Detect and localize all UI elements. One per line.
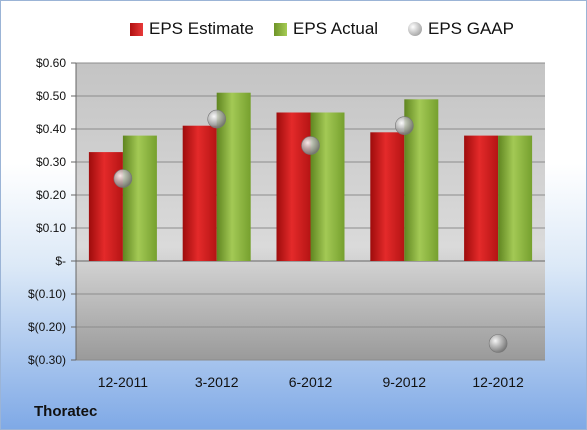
legend: EPS Estimate EPS Actual EPS GAAP	[1, 19, 586, 41]
point-eps-gaap	[488, 334, 508, 353]
y-tick-label: $(0.20)	[28, 320, 66, 334]
y-tick-label: $0.50	[36, 89, 66, 103]
bar-eps-estimate	[464, 135, 499, 261]
legend-marker-gaap	[408, 22, 422, 36]
bar-eps-estimate	[276, 112, 311, 261]
y-tick-label: $0.20	[36, 188, 66, 202]
legend-item-eps-gaap: EPS GAAP	[408, 19, 514, 39]
x-axis-ticks: 12-2011 3-2012 6-2012 9-2012 12-2012	[98, 374, 524, 390]
y-tick-label: $(0.10)	[28, 287, 66, 301]
legend-swatch-actual	[274, 22, 287, 36]
point-eps-gaap	[207, 109, 226, 129]
bar-eps-actual	[498, 135, 533, 261]
bar-eps-estimate	[370, 132, 405, 261]
legend-item-eps-estimate: EPS Estimate	[130, 19, 254, 39]
bar-eps-estimate	[182, 125, 217, 261]
legend-label-gaap: EPS GAAP	[428, 19, 514, 38]
y-tick-label: $0.60	[36, 56, 66, 70]
bar-eps-estimate	[88, 152, 123, 261]
x-tick-label: 12-2011	[98, 374, 149, 390]
y-tick-label: $(0.30)	[28, 353, 66, 367]
bars	[88, 92, 533, 261]
point-eps-gaap	[301, 136, 320, 155]
bar-eps-actual	[310, 112, 345, 261]
point-eps-gaap	[113, 169, 133, 188]
company-name: Thoratec	[34, 403, 98, 420]
y-tick-label: $0.30	[36, 155, 66, 169]
point-eps-gaap	[394, 116, 414, 135]
y-tick-label: $0.40	[36, 122, 66, 136]
legend-label-actual: EPS Actual	[293, 19, 379, 38]
y-tick-label: $-	[55, 254, 66, 268]
y-tick-label: $0.10	[36, 221, 66, 235]
bar-eps-actual	[122, 135, 157, 261]
gaap-markers	[113, 109, 508, 353]
x-tick-label: 9-2012	[383, 374, 427, 390]
x-tick-label: 12-2012	[472, 374, 524, 390]
x-tick-label: 3-2012	[195, 374, 239, 390]
x-tick-label: 6-2012	[289, 374, 333, 390]
y-axis-ticks: $0.60 $0.50 $0.40 $0.30 $0.20 $0.10 $- $(0.10) $…	[28, 56, 77, 367]
legend-item-eps-actual: EPS Actual	[274, 19, 378, 39]
legend-label-estimate: EPS Estimate	[149, 19, 254, 38]
legend-swatch-estimate	[130, 22, 143, 36]
